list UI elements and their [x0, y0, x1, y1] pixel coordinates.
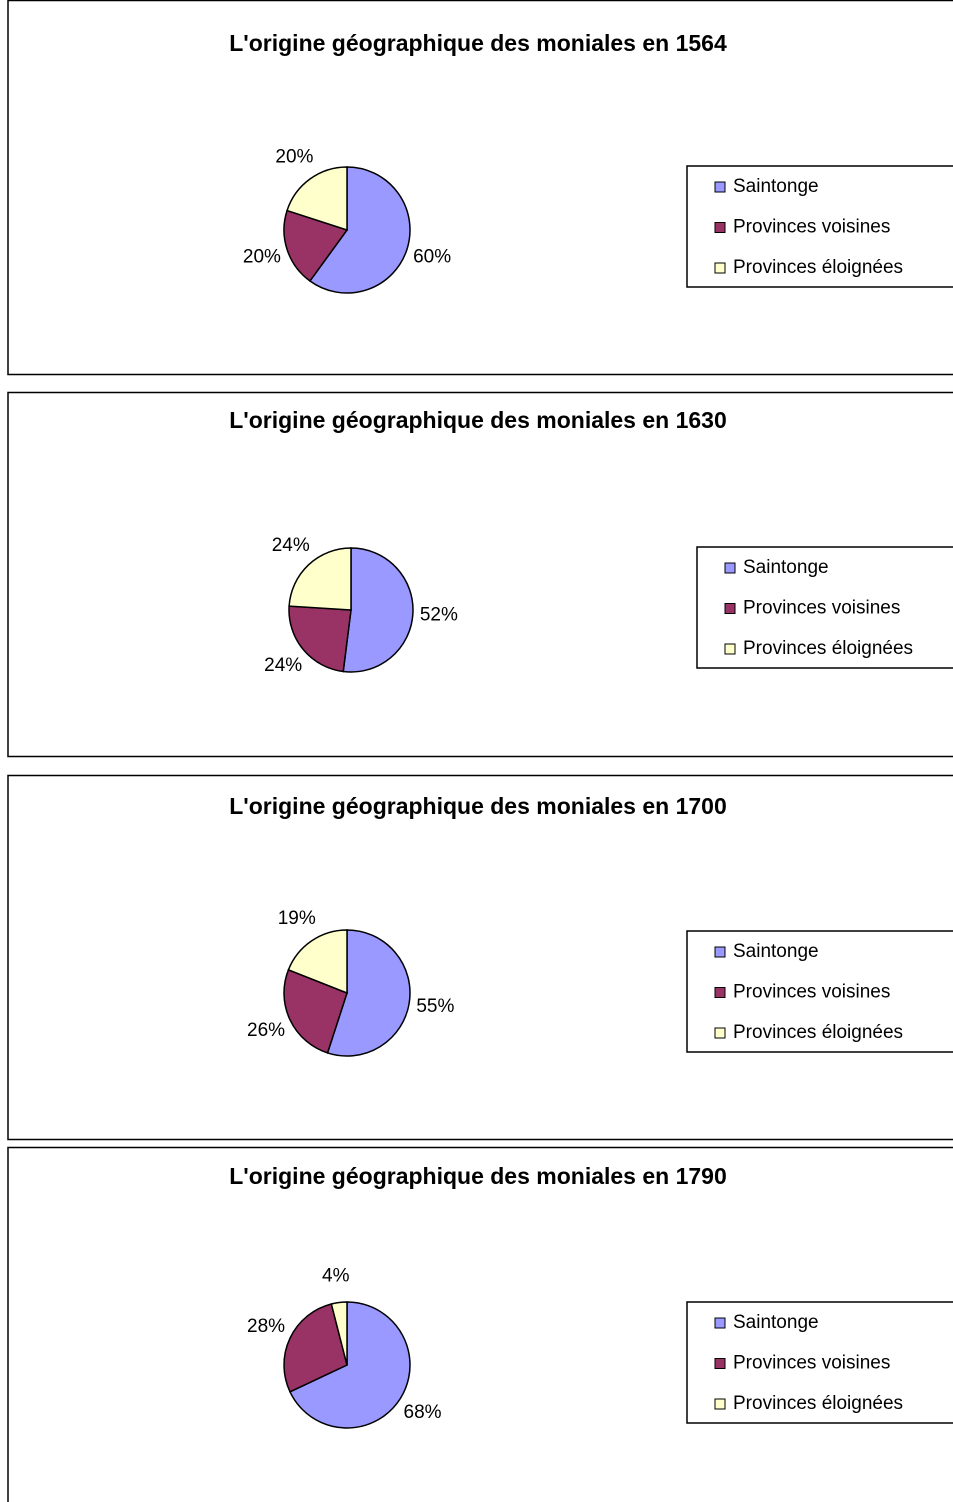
- legend-swatch: [714, 1398, 726, 1410]
- legend-label: Provinces éloignées: [733, 1393, 903, 1414]
- data-label: 4%: [322, 1265, 350, 1286]
- legend-swatch: [724, 603, 736, 614]
- legend-label: Provinces voisines: [733, 982, 890, 1003]
- legend-swatch: [724, 643, 736, 655]
- legend-label: Provinces éloignées: [743, 638, 913, 659]
- legend: [686, 165, 953, 288]
- data-label: 20%: [275, 147, 313, 168]
- data-label: 28%: [247, 1316, 285, 1337]
- legend-swatch: [714, 181, 726, 193]
- legend-label: Provinces voisines: [743, 598, 900, 619]
- legend-swatch: [714, 222, 726, 233]
- pie-slice: [286, 166, 348, 232]
- data-label: 26%: [247, 1020, 285, 1041]
- data-label: 55%: [416, 996, 454, 1017]
- legend: [686, 1301, 953, 1424]
- data-label: 20%: [243, 247, 281, 268]
- data-label: 68%: [404, 1402, 442, 1423]
- legend: [686, 930, 953, 1053]
- legend-swatch: [714, 1027, 726, 1039]
- pie-slice: [342, 547, 414, 673]
- data-label: 60%: [413, 247, 451, 268]
- legend-label: Provinces éloignées: [733, 257, 903, 278]
- pie-slice: [308, 166, 411, 294]
- chart-title: L'origine géographique des moniales en 1…: [229, 1163, 727, 1189]
- data-label: 19%: [278, 908, 316, 929]
- data-label: 52%: [420, 605, 458, 626]
- legend-label: Provinces éloignées: [733, 1022, 903, 1043]
- chart-title: L'origine géographique des moniales en 1…: [229, 793, 727, 819]
- chart-title: L'origine géographique des moniales en 1…: [229, 30, 727, 56]
- legend-swatch: [714, 946, 726, 958]
- legend-swatch: [714, 262, 726, 274]
- pie-slice: [287, 929, 348, 995]
- legend-label: Saintonge: [743, 557, 829, 578]
- legend-swatch: [714, 1358, 726, 1369]
- pie-slice: [326, 929, 411, 1057]
- legend: [696, 546, 953, 669]
- pie-slice: [283, 1303, 348, 1393]
- pie-slice: [288, 1301, 411, 1429]
- data-label: 24%: [272, 535, 310, 556]
- legend-label: Provinces voisines: [733, 217, 890, 238]
- legend-label: Provinces voisines: [733, 1353, 890, 1374]
- legend-label: Saintonge: [733, 941, 819, 962]
- legend-swatch: [724, 562, 736, 574]
- pie-slice: [283, 968, 348, 1054]
- data-label: 24%: [264, 655, 302, 676]
- legend-swatch: [714, 987, 726, 998]
- legend-label: Saintonge: [733, 1312, 819, 1333]
- legend-label: Saintonge: [733, 176, 819, 197]
- legend-swatch: [714, 1317, 726, 1329]
- pie-slice: [330, 1301, 348, 1366]
- pie-slice: [283, 209, 349, 283]
- pie-slice: [288, 605, 352, 673]
- pie-slice: [288, 547, 352, 611]
- chart-title: L'origine géographique des moniales en 1…: [229, 407, 727, 433]
